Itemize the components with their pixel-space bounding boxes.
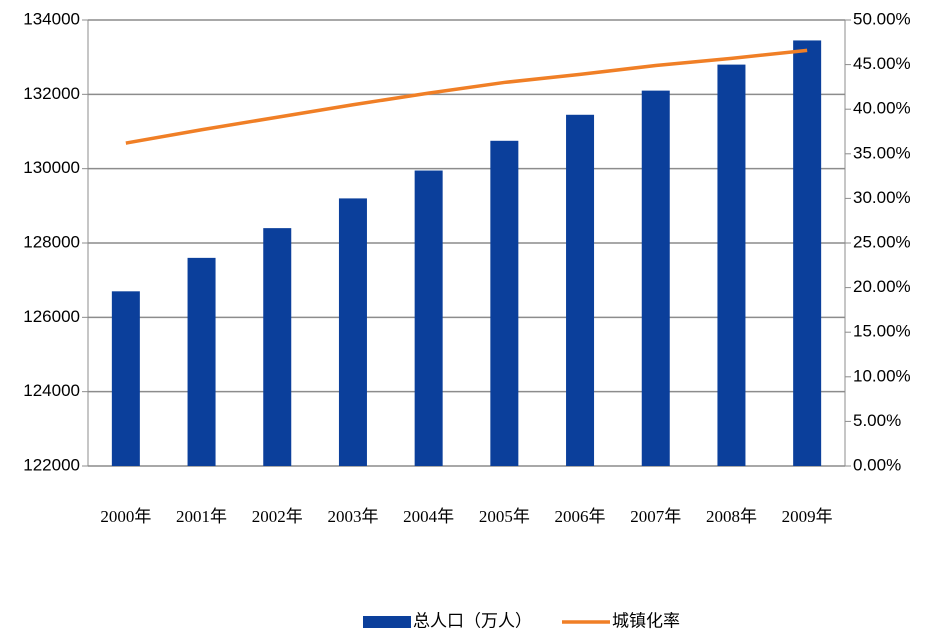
y-tick-label: 126000	[23, 307, 80, 326]
bar	[187, 257, 216, 466]
y2-tick-label: 10.00%	[853, 366, 911, 385]
x-tick-label: 2007年	[630, 507, 681, 526]
y-tick-label: 122000	[23, 455, 80, 474]
x-tick-label: 2004年	[403, 507, 454, 526]
x-tick-label: 2009年	[782, 507, 833, 526]
bar	[111, 291, 140, 466]
bar	[717, 64, 746, 466]
y-tick-label: 132000	[23, 84, 80, 103]
y2-tick-label: 30.00%	[853, 188, 911, 207]
y-tick-label: 134000	[23, 9, 80, 28]
y-tick-label: 128000	[23, 232, 80, 251]
legend-label: 总人口（万人）	[413, 611, 532, 630]
x-tick-label: 2000年	[100, 507, 151, 526]
x-tick-label: 2005年	[479, 507, 530, 526]
y2-tick-label: 0.00%	[853, 455, 901, 474]
y2-tick-label: 40.00%	[853, 99, 911, 118]
bar	[263, 228, 292, 466]
x-tick-label: 2008年	[706, 507, 757, 526]
y2-tick-label: 5.00%	[853, 411, 901, 430]
y2-tick-label: 45.00%	[853, 54, 911, 73]
x-tick-label: 2006年	[555, 507, 606, 526]
legend-label: 城镇化率	[612, 611, 680, 630]
bar	[490, 140, 519, 466]
y-tick-label: 124000	[23, 381, 80, 400]
bar	[566, 114, 595, 467]
x-tick-label: 2003年	[327, 507, 378, 526]
y-tick-label: 130000	[23, 158, 80, 177]
line	[125, 48, 808, 145]
y2-tick-label: 50.00%	[853, 9, 911, 28]
bar	[414, 170, 443, 466]
bar	[641, 90, 670, 466]
bar	[793, 40, 822, 467]
y2-tick-label: 25.00%	[853, 232, 911, 251]
y2-tick-label: 35.00%	[853, 143, 911, 162]
x-tick-label: 2002年	[252, 507, 303, 526]
y2-tick-label: 15.00%	[853, 322, 911, 341]
x-tick-label: 2001年	[176, 507, 227, 526]
y2-tick-label: 20.00%	[853, 277, 911, 296]
legend-swatch	[363, 616, 411, 628]
bar	[338, 198, 367, 466]
